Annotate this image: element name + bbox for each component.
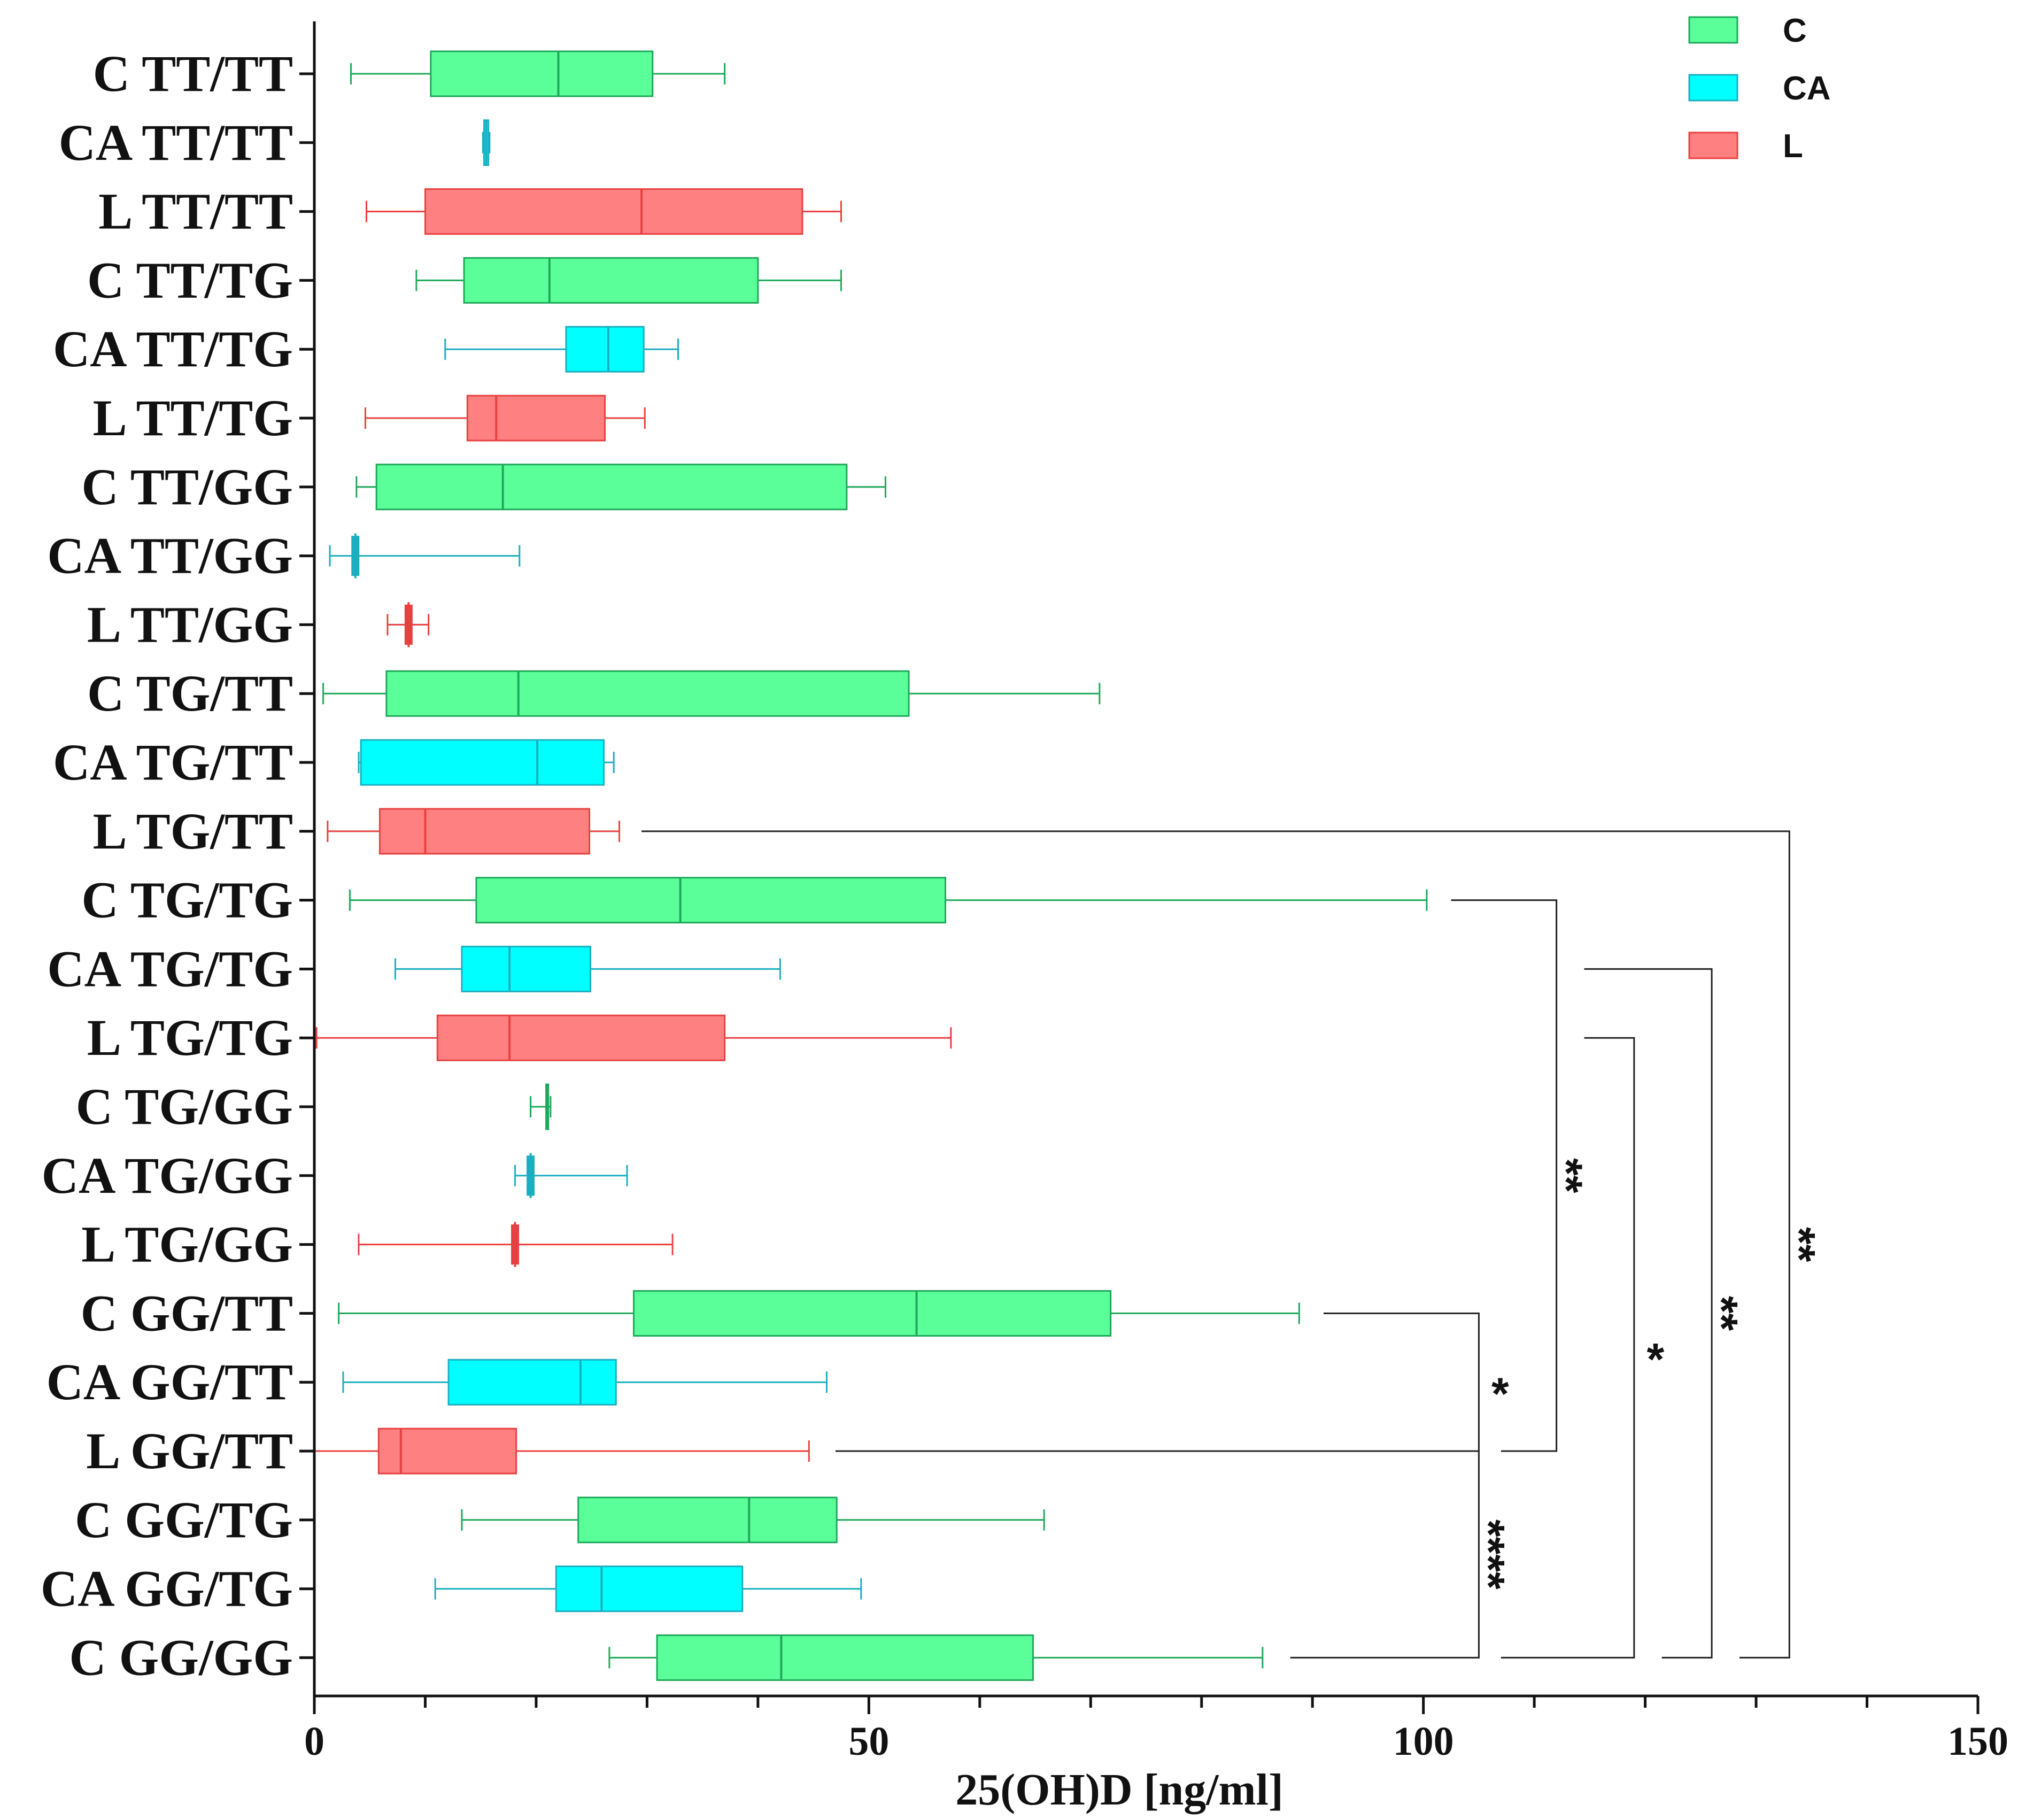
significance-bracket-6: ** bbox=[641, 830, 1824, 1659]
box-l-tt-gg bbox=[386, 602, 430, 647]
category-label-ca-tt-tg: CA TT/TG bbox=[53, 320, 293, 377]
iqr-box bbox=[475, 877, 946, 924]
box-ca-tt-gg bbox=[329, 533, 521, 579]
category-label-ca-tg-gg: CA TG/GG bbox=[42, 1147, 293, 1204]
category-label-c-gg-gg: C GG/GG bbox=[69, 1629, 293, 1686]
category-label-c-tg-tt: C TG/TT bbox=[87, 665, 293, 722]
box-l-tt-tt bbox=[366, 188, 842, 235]
category-label-l-tg-tt: L TG/TT bbox=[93, 803, 293, 860]
iqr-box bbox=[360, 739, 605, 786]
iqr-box bbox=[461, 945, 592, 992]
category-label-c-tt-gg: C TT/GG bbox=[81, 458, 293, 515]
significance-label: * bbox=[1491, 1368, 1509, 1418]
plot-area bbox=[313, 50, 1428, 1681]
category-label-ca-tg-tg: CA TG/TG bbox=[47, 940, 293, 997]
box-l-tg-tg bbox=[315, 1014, 952, 1061]
significance-bracket-3: ** bbox=[1451, 899, 1591, 1452]
legend-swatch-c bbox=[1688, 16, 1738, 44]
box-l-tt-tg bbox=[364, 395, 646, 442]
iqr-box bbox=[463, 257, 759, 304]
box-c-tg-gg bbox=[530, 1083, 552, 1130]
bracket-line bbox=[1501, 1037, 1635, 1659]
iqr-box bbox=[565, 326, 645, 373]
category-label-c-tg-tg: C TG/TG bbox=[81, 872, 293, 929]
significance-label: ** bbox=[1697, 1296, 1747, 1331]
significance-label: ** bbox=[1774, 1227, 1824, 1262]
iqr-box bbox=[375, 464, 848, 511]
significance-bracket-5: ** bbox=[1584, 968, 1747, 1659]
bracket-line bbox=[1584, 968, 1713, 1659]
iqr-box bbox=[378, 808, 591, 855]
box-ca-tt-tt bbox=[482, 119, 491, 166]
box-c-tt-tt bbox=[350, 50, 726, 97]
category-label-l-tg-tg: L TG/TG bbox=[87, 1009, 293, 1066]
iqr-box bbox=[385, 670, 910, 717]
iqr-box bbox=[577, 1497, 838, 1544]
box-c-tt-tg bbox=[415, 257, 842, 304]
box-ca-tg-tg bbox=[394, 945, 781, 992]
bracket-line bbox=[836, 1450, 1480, 1659]
significance-bracket-4: * bbox=[1501, 1037, 1665, 1659]
category-label-c-tt-tg: C TT/TG bbox=[87, 251, 293, 309]
box-c-tt-gg bbox=[355, 464, 886, 511]
category-label-c-tt-tt: C TT/TT bbox=[93, 45, 293, 102]
x-axis: 0 50 100 150 bbox=[304, 1694, 2008, 1764]
category-label-ca-gg-tt: CA GG/TT bbox=[47, 1353, 293, 1410]
box-l-gg-tt bbox=[313, 1428, 810, 1475]
category-label-c-gg-tt: C GG/TT bbox=[81, 1284, 293, 1341]
significance-label: **** bbox=[1464, 1520, 1514, 1590]
x-tick-label-50: 50 bbox=[848, 1719, 889, 1764]
legend-swatch-l bbox=[1688, 132, 1738, 159]
iqr-box bbox=[377, 1428, 517, 1475]
box-ca-gg-tg bbox=[434, 1565, 862, 1613]
box-ca-tg-tt bbox=[358, 739, 615, 786]
iqr-box bbox=[424, 188, 803, 235]
box-ca-tg-gg bbox=[514, 1153, 628, 1198]
legend: C CA L bbox=[1688, 12, 1831, 165]
x-tick-label-0: 0 bbox=[304, 1719, 324, 1764]
category-label-l-tt-tt: L TT/TT bbox=[98, 183, 293, 240]
x-axis-title: 25(OH)D [ng/ml] bbox=[955, 1765, 1284, 1815]
significance-bracket-2: **** bbox=[836, 1450, 1514, 1659]
box-ca-tt-tg bbox=[444, 326, 679, 373]
category-label-ca-tg-tt: CA TG/TT bbox=[53, 734, 293, 791]
box-c-tg-tt bbox=[322, 670, 1101, 717]
bracket-line bbox=[641, 830, 1790, 1659]
significance-label: ** bbox=[1541, 1158, 1591, 1193]
box-c-gg-tg bbox=[461, 1497, 1045, 1544]
iqr-box bbox=[436, 1014, 726, 1061]
category-label-l-gg-tt: L GG/TT bbox=[86, 1422, 293, 1479]
category-label-l-tt-tg: L TT/TG bbox=[93, 389, 293, 446]
x-tick-label-100: 100 bbox=[1393, 1719, 1454, 1764]
box-c-tg-tg bbox=[349, 877, 1428, 924]
iqr-box bbox=[555, 1565, 744, 1613]
x-tick-label-150: 150 bbox=[1947, 1719, 2008, 1764]
box-c-gg-gg bbox=[608, 1634, 1264, 1681]
category-label-ca-tt-gg: CA TT/GG bbox=[47, 527, 293, 584]
significance-label: * bbox=[1647, 1334, 1665, 1384]
category-label-ca-gg-tg: CA GG/TG bbox=[41, 1560, 293, 1617]
iqr-box bbox=[447, 1359, 617, 1406]
iqr-box bbox=[430, 50, 654, 97]
category-label-c-gg-tg: C GG/TG bbox=[75, 1491, 293, 1548]
box-ca-gg-tt bbox=[342, 1359, 828, 1406]
legend-label-l: L bbox=[1783, 128, 1803, 165]
legend-label-c: C bbox=[1783, 12, 1807, 49]
box-c-gg-tt bbox=[338, 1290, 1300, 1337]
category-label-ca-tt-tt: CA TT/TT bbox=[59, 114, 293, 171]
category-label-l-tg-gg: L TG/GG bbox=[81, 1216, 293, 1273]
iqr-box bbox=[656, 1634, 1034, 1681]
significance-brackets: ************ bbox=[641, 830, 1824, 1659]
legend-label-ca: CA bbox=[1783, 70, 1831, 107]
y-axis: C TT/TT CA TT/TT L TT/TT C TT/TG CA TT/TG L T… bbox=[41, 21, 316, 1696]
box-l-tg-tt bbox=[327, 808, 621, 855]
iqr-box bbox=[633, 1290, 1112, 1337]
box-l-tg-gg bbox=[358, 1222, 674, 1267]
legend-swatch-ca bbox=[1688, 74, 1738, 102]
bracket-line bbox=[1451, 899, 1558, 1452]
category-label-c-tg-gg: C TG/GG bbox=[76, 1078, 293, 1135]
category-label-l-tt-gg: L TT/GG bbox=[87, 596, 293, 653]
iqr-box bbox=[466, 395, 606, 442]
